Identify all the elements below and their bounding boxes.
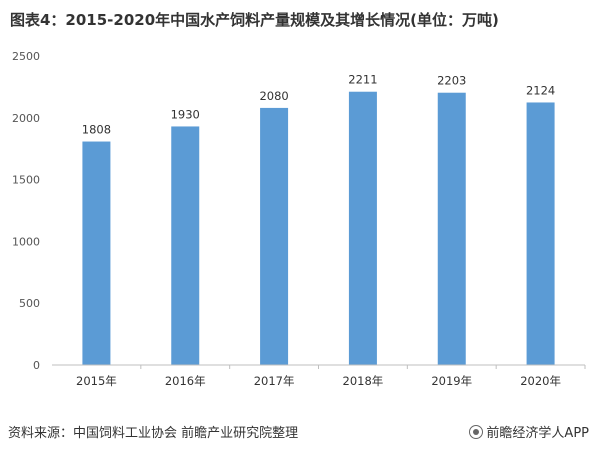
x-tick-label: 2017年 — [254, 374, 295, 388]
chart-title: 图表4：2015-2020年中国水产饲料产量规模及其增长情况(单位：万吨) — [10, 11, 499, 29]
y-tick-label: 2500 — [12, 50, 40, 63]
brand-logo-icon — [469, 425, 484, 439]
data-label: 2124 — [526, 83, 555, 97]
data-label: 2203 — [437, 74, 466, 88]
data-label: 1930 — [171, 107, 200, 121]
brand-attribution: 前瞻经济学人APP — [469, 422, 589, 441]
y-tick-label: 2000 — [12, 112, 40, 125]
y-axis: 0 500 1000 1500 2000 2500 — [12, 50, 40, 372]
footer: 资料来源：中国饲料工业协会 前瞻产业研究院整理 前瞻经济学人APP — [0, 418, 597, 452]
bar — [171, 126, 200, 366]
bar — [82, 141, 111, 365]
bar-series: 1808 1930 2080 2211 2203 2124 — [82, 73, 555, 366]
x-tick-label: 2019年 — [431, 374, 472, 388]
bar-chart: 0 500 1000 1500 2000 2500 1808 1930 2080 2211 220… — [12, 50, 586, 388]
x-axis: 2015年 2016年 2017年 2018年 2019年 2020年 — [52, 364, 586, 388]
data-label: 2080 — [259, 89, 288, 103]
data-label: 1808 — [82, 123, 111, 137]
x-tick-label: 2018年 — [343, 374, 384, 388]
y-tick-label: 0 — [33, 359, 40, 372]
bar — [437, 92, 466, 365]
x-tick-label: 2020年 — [520, 374, 561, 388]
bar — [260, 107, 289, 366]
y-tick-label: 1500 — [12, 174, 40, 187]
x-tick-label: 2016年 — [165, 374, 206, 388]
y-tick-label: 1000 — [12, 235, 40, 248]
source-note: 资料来源：中国饲料工业协会 前瞻产业研究院整理 — [8, 426, 299, 441]
brand-name: 前瞻经济学人APP — [486, 426, 589, 441]
x-tick-label: 2015年 — [76, 374, 117, 388]
bar — [348, 91, 377, 365]
data-label: 2211 — [348, 73, 377, 87]
bar — [526, 102, 555, 365]
y-tick-label: 500 — [19, 297, 40, 310]
